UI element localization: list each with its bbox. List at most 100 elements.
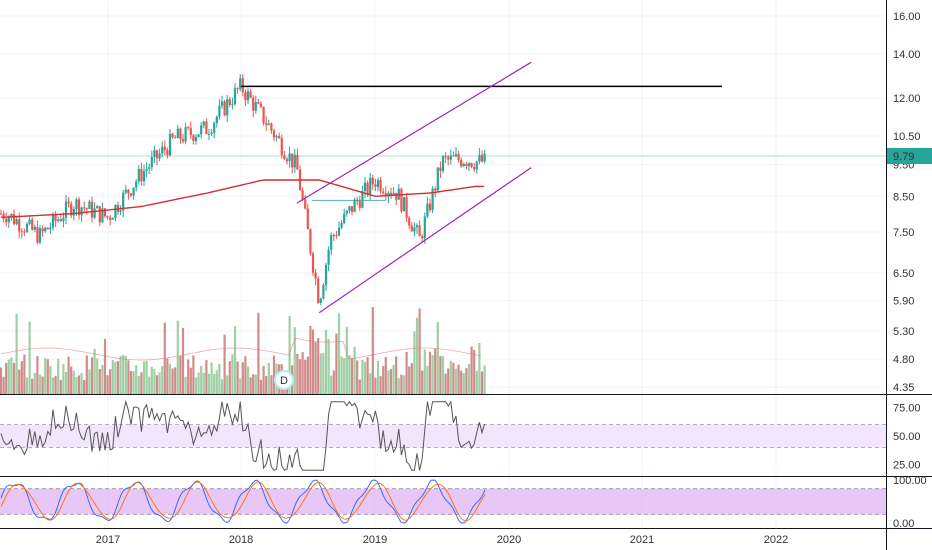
channel-upper-line xyxy=(296,61,532,204)
candle-body xyxy=(244,92,247,101)
volume-bar xyxy=(220,379,224,394)
volume-bar xyxy=(252,374,255,394)
volume-bar xyxy=(38,374,42,394)
candle-body xyxy=(72,209,75,216)
volume-bar xyxy=(207,373,211,394)
candle-body xyxy=(205,121,208,135)
candle-body xyxy=(148,167,151,169)
volume-bar xyxy=(15,313,18,394)
volume-bar xyxy=(88,369,91,394)
volume-bar xyxy=(80,372,83,394)
volume-bar xyxy=(46,359,49,394)
volume-bar xyxy=(36,356,39,394)
candle-body xyxy=(275,136,278,138)
volume-bar xyxy=(330,375,333,394)
volume-bar xyxy=(202,372,205,394)
volume-bar xyxy=(18,369,21,394)
volume-bar xyxy=(187,359,190,394)
volume-bar xyxy=(223,334,226,394)
volume-bar xyxy=(317,338,320,394)
candle-body xyxy=(296,154,299,170)
volume-bar xyxy=(7,359,10,394)
candle-body xyxy=(28,219,31,224)
volume-bar xyxy=(142,361,146,394)
volume-bar xyxy=(462,373,465,394)
volume-bar xyxy=(59,379,62,394)
candle-body xyxy=(400,188,403,212)
candle-body xyxy=(384,193,387,197)
last-price-badge xyxy=(887,148,932,165)
volume-bar xyxy=(473,350,476,394)
moving-average-line xyxy=(1,179,484,218)
volume-bar xyxy=(348,355,351,394)
volume-bar xyxy=(176,320,179,394)
candle-body xyxy=(189,127,192,136)
candle-body xyxy=(335,235,338,237)
price-tick-label: 10.50 xyxy=(893,131,921,143)
candle-body xyxy=(168,133,172,156)
candle-body xyxy=(124,189,127,193)
candle-body xyxy=(252,97,255,111)
volume-bar xyxy=(179,355,182,394)
volume-bar xyxy=(324,329,328,394)
candle-body xyxy=(106,216,109,218)
candle-body xyxy=(184,127,187,142)
volume-bar xyxy=(2,376,5,394)
candle-body xyxy=(38,228,42,243)
volume-bar xyxy=(106,375,109,394)
candle-body xyxy=(83,207,86,209)
candle-body xyxy=(114,205,117,219)
candle-body xyxy=(447,157,450,160)
candle-body xyxy=(137,168,140,182)
volume-bar xyxy=(262,365,265,394)
candle-body xyxy=(262,106,265,124)
rsi-tick-label: 25.00 xyxy=(893,460,921,472)
candle-body xyxy=(215,116,218,124)
volume-bar xyxy=(129,371,133,394)
candle-body xyxy=(15,219,18,225)
candle-body xyxy=(155,150,159,159)
volume-bar xyxy=(267,362,270,394)
volume-bar xyxy=(444,373,447,394)
candle-body xyxy=(265,123,268,126)
volume-bar xyxy=(405,351,408,394)
volume-bar xyxy=(379,376,382,394)
volume-bar xyxy=(270,375,273,394)
volume-bar xyxy=(410,363,413,394)
candle-body xyxy=(101,208,104,223)
volume-bar xyxy=(265,376,268,394)
candle-body xyxy=(18,219,21,232)
volume-bar xyxy=(127,360,130,394)
candle-body xyxy=(75,199,78,210)
candle-body xyxy=(7,217,10,223)
candle-body xyxy=(10,213,13,218)
last-price-label: 9.79 xyxy=(893,151,914,163)
candle-body xyxy=(473,167,476,170)
candle-body xyxy=(64,201,68,218)
volume-bar xyxy=(298,359,302,394)
volume-bar xyxy=(12,362,16,394)
candle-body xyxy=(220,101,224,106)
volume-bar xyxy=(231,354,234,394)
volume-bar xyxy=(470,346,473,394)
volume-bar xyxy=(145,360,148,394)
volume-bar xyxy=(124,355,127,394)
candle-body xyxy=(366,182,369,195)
rsi-tick-label: 50.00 xyxy=(893,431,921,443)
volume-bar xyxy=(309,325,312,394)
volume-bar xyxy=(153,369,156,394)
volume-bar xyxy=(200,365,203,394)
volume-ma-line xyxy=(0,337,482,361)
candle-body xyxy=(405,197,408,218)
volume-bar xyxy=(421,370,424,394)
time-tick-label: 2022 xyxy=(764,534,788,546)
volume-bar xyxy=(155,375,159,394)
candle-body xyxy=(223,101,226,116)
candle-body xyxy=(70,203,73,216)
volume-bar xyxy=(454,368,458,394)
volume-bar xyxy=(41,376,44,394)
volume-bar xyxy=(418,308,421,394)
volume-bar xyxy=(319,353,322,394)
